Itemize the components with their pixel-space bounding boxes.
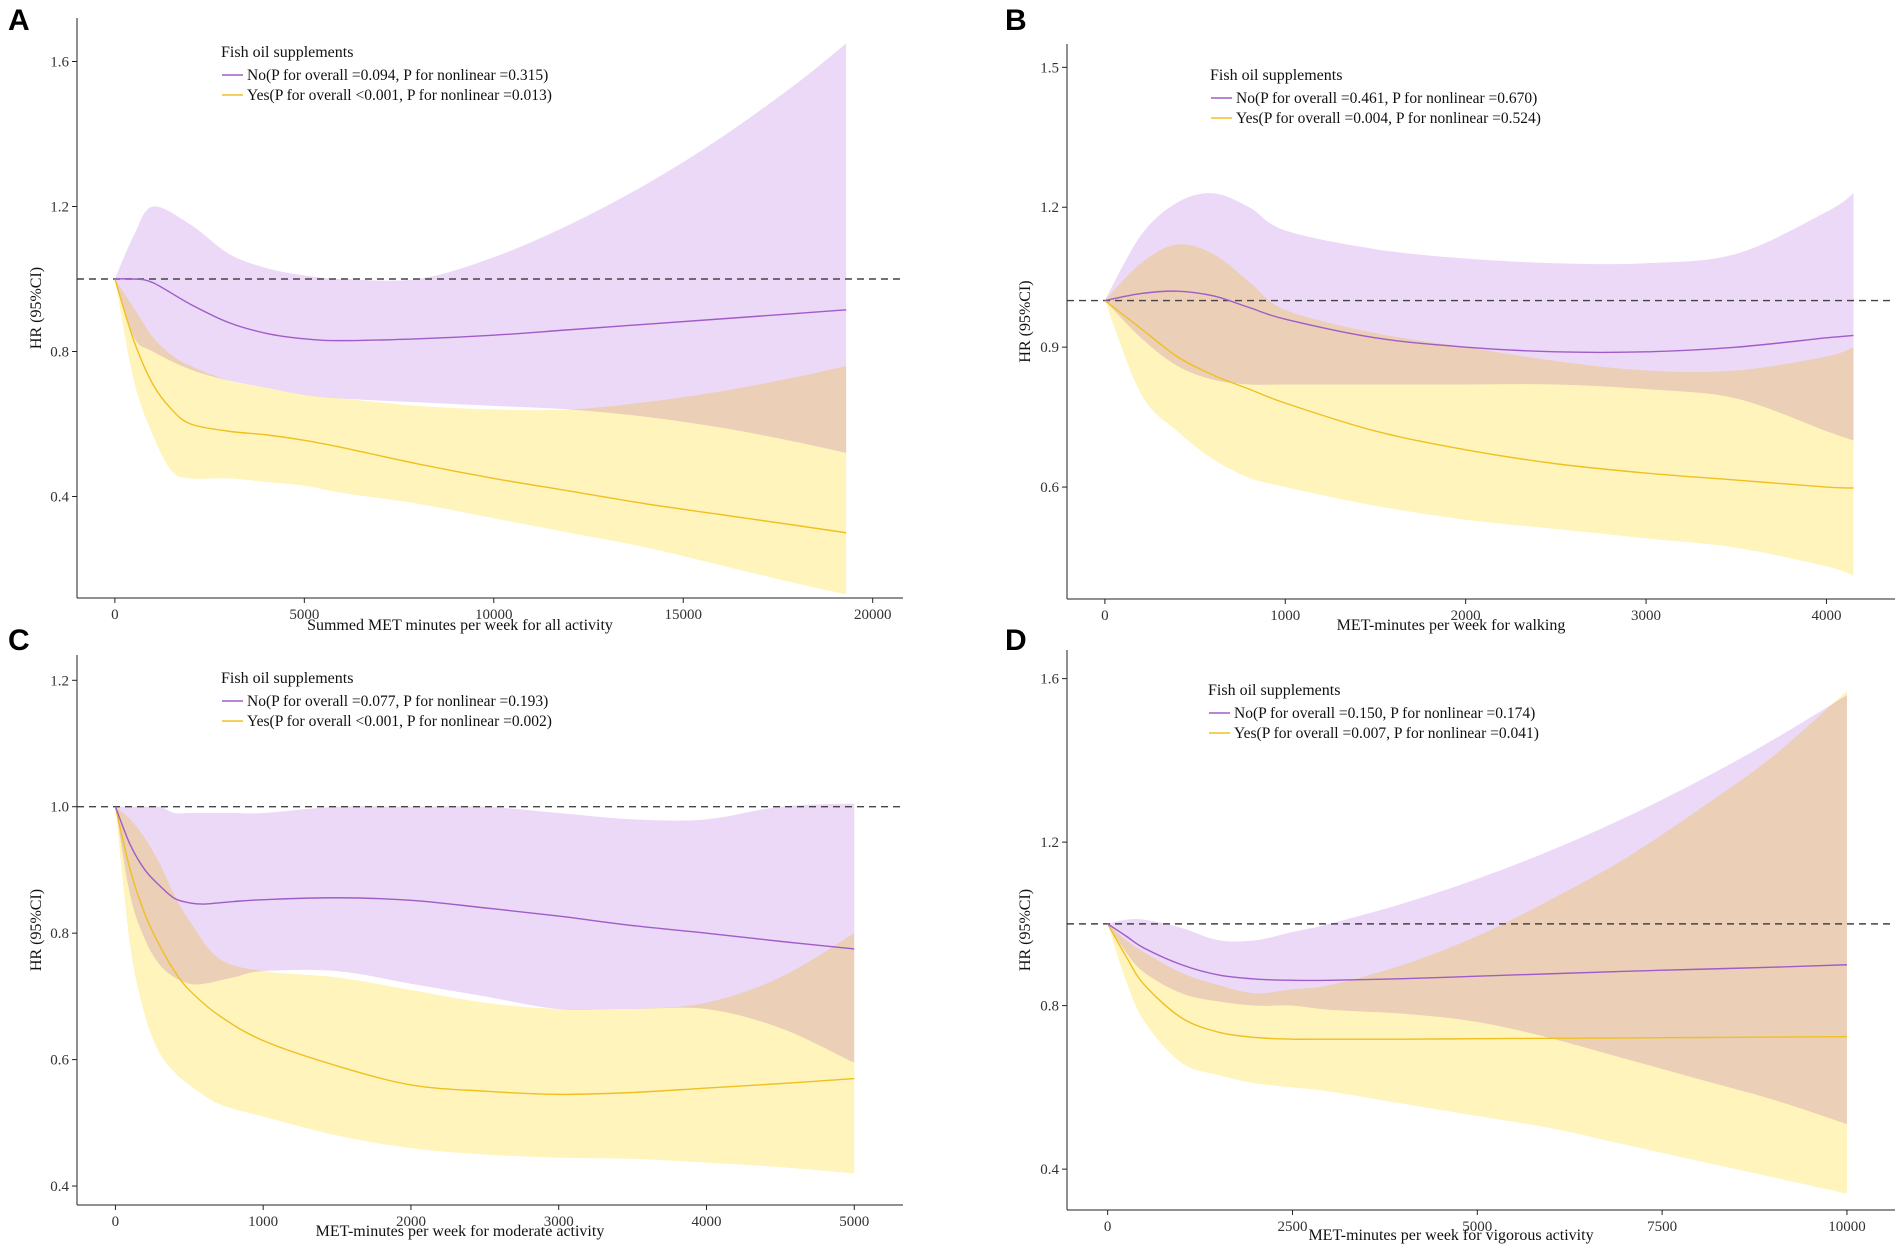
hr-line-no bbox=[1107, 923, 1847, 982]
hr-line-yes bbox=[114, 278, 847, 534]
ci-band-no bbox=[115, 803, 855, 1063]
y-tick-label: 1.0 bbox=[50, 800, 69, 816]
legend-label-yes: Yes(P for overall =0.007, P for nonlinea… bbox=[1234, 725, 1539, 742]
y-tick-label: 1.6 bbox=[1040, 672, 1059, 688]
y-axis-title: HR (95%CI) bbox=[1017, 280, 1034, 362]
plot-area bbox=[77, 803, 903, 1174]
chart-panel-a: A 0 5000 10000 15000 20000 0.4 0.8 1.2 1.6 Summed … bbox=[8, 4, 903, 634]
legend-title: Fish oil supplements bbox=[221, 44, 353, 61]
panel-letter: A bbox=[8, 4, 30, 37]
y-axis-title: HR (95%CI) bbox=[28, 889, 45, 971]
x-tick-label: 5000 bbox=[289, 607, 319, 623]
x-tick-label: 20000 bbox=[854, 607, 892, 623]
hr-line-no bbox=[114, 806, 855, 950]
legend-title: Fish oil supplements bbox=[221, 670, 353, 687]
y-tick-label: 1.2 bbox=[50, 200, 69, 216]
legend-label-yes: Yes(P for overall <0.001, P for nonlinea… bbox=[247, 713, 552, 730]
hr-line-no bbox=[114, 278, 847, 342]
x-axis-title: MET-minutes per week for vigorous activi… bbox=[1308, 1227, 1593, 1244]
legend-label-no: No(P for overall =0.077, P for nonlinear… bbox=[247, 693, 548, 710]
y-tick-label: 1.2 bbox=[1040, 200, 1059, 216]
panel-letter: B bbox=[1005, 4, 1027, 37]
plot-area bbox=[1067, 193, 1895, 576]
ci-band-yes bbox=[114, 279, 847, 595]
y-tick-label: 0.8 bbox=[50, 345, 69, 361]
legend-label-no: No(P for overall =0.461, P for nonlinear… bbox=[1236, 90, 1537, 107]
legend: Fish oil supplements No(P for overall =0.… bbox=[221, 670, 552, 730]
x-tick-label: 1000 bbox=[248, 1214, 278, 1230]
legend-title: Fish oil supplements bbox=[1210, 67, 1342, 84]
ci-band-no bbox=[1107, 694, 1847, 1125]
ci-band-no bbox=[1104, 193, 1854, 441]
x-tick-label: 4000 bbox=[691, 1214, 721, 1230]
plot-area bbox=[77, 43, 903, 595]
hr-line-yes bbox=[114, 806, 855, 1096]
ci-band-no bbox=[114, 43, 847, 453]
x-tick-label: 3000 bbox=[544, 1214, 574, 1230]
legend-title: Fish oil supplements bbox=[1208, 682, 1340, 699]
panels: A0 5000 10000 15000 200000.40.81.21.6Summed … bbox=[8, 4, 1895, 1244]
x-axis-title: Summed MET minutes per week for all acti… bbox=[307, 617, 613, 634]
x-tick-label: 4000 bbox=[1811, 608, 1841, 624]
hr-line-yes bbox=[1107, 923, 1847, 1040]
legend-label-no: No(P for overall =0.094, P for nonlinear… bbox=[247, 67, 548, 84]
legend-label-yes: Yes(P for overall <0.001, P for nonlinea… bbox=[247, 87, 552, 104]
y-tick-label: 1.5 bbox=[1040, 60, 1059, 76]
x-tick-label: 1000 bbox=[1270, 608, 1300, 624]
x-tick-label: 15000 bbox=[664, 607, 702, 623]
legend: Fish oil supplements No(P for overall =0.… bbox=[221, 44, 552, 104]
ci-band-yes bbox=[115, 806, 855, 1174]
x-tick-label: 5000 bbox=[839, 1214, 869, 1230]
legend-label-no: No(P for overall =0.150, P for nonlinear… bbox=[1234, 705, 1535, 722]
chart-panel-b: B 0 1000 2000 3000 4000 0.6 0.9 1.2 1.5 MET-minute… bbox=[1005, 4, 1895, 634]
x-axis-title: MET-minutes per week for moderate activi… bbox=[316, 1223, 605, 1240]
y-tick-label: 1.6 bbox=[50, 55, 69, 71]
y-tick-label: 1.2 bbox=[1040, 835, 1059, 851]
y-tick-label: 0.8 bbox=[50, 926, 69, 942]
y-tick-label: 0.4 bbox=[50, 1179, 69, 1195]
y-tick-label: 0.9 bbox=[1040, 340, 1059, 356]
y-axis-title: HR (95%CI) bbox=[1017, 889, 1034, 971]
x-tick-label: 0 bbox=[1101, 608, 1109, 624]
y-tick-label: 0.6 bbox=[50, 1053, 69, 1069]
plot-area bbox=[1067, 690, 1895, 1194]
y-tick-label: 1.2 bbox=[50, 673, 69, 689]
panel-letter: D bbox=[1005, 624, 1027, 657]
y-tick-label: 0.6 bbox=[1040, 480, 1059, 496]
x-tick-label: 0 bbox=[1104, 1219, 1112, 1235]
legend: Fish oil supplements No(P for overall =0.… bbox=[1210, 67, 1541, 127]
x-tick-label: 2500 bbox=[1277, 1219, 1307, 1235]
legend-label-yes: Yes(P for overall =0.004, P for nonlinea… bbox=[1236, 110, 1541, 127]
chart-panel-d: D 0 2500 5000 7500 10000 0.4 0.8 1.2 1.6 MET-minut… bbox=[1005, 624, 1895, 1244]
x-tick-label: 0 bbox=[111, 607, 119, 623]
x-tick-label: 2000 bbox=[1451, 608, 1481, 624]
x-tick-label: 7500 bbox=[1647, 1219, 1677, 1235]
legend: Fish oil supplements No(P for overall =0.… bbox=[1208, 682, 1539, 742]
chart-panel-c: C 0 1000 2000 3000 4000 5000 0.4 0.6 0.8 1.0 1.2 MET… bbox=[8, 624, 903, 1240]
y-tick-label: 0.4 bbox=[1040, 1162, 1059, 1178]
panel-letter: C bbox=[8, 624, 30, 657]
x-tick-label: 10000 bbox=[475, 607, 513, 623]
y-tick-label: 0.4 bbox=[50, 490, 69, 506]
x-axis-title: MET-minutes per week for walking bbox=[1337, 617, 1566, 634]
hr-line-yes bbox=[1104, 299, 1854, 489]
x-tick-label: 10000 bbox=[1828, 1219, 1866, 1235]
x-tick-label: 0 bbox=[112, 1214, 120, 1230]
y-tick-label: 0.8 bbox=[1040, 999, 1059, 1015]
x-tick-label: 2000 bbox=[396, 1214, 426, 1230]
x-tick-label: 5000 bbox=[1462, 1219, 1492, 1235]
hr-line-no bbox=[1104, 290, 1854, 354]
x-tick-label: 3000 bbox=[1631, 608, 1661, 624]
y-axis-title: HR (95%CI) bbox=[28, 267, 45, 349]
